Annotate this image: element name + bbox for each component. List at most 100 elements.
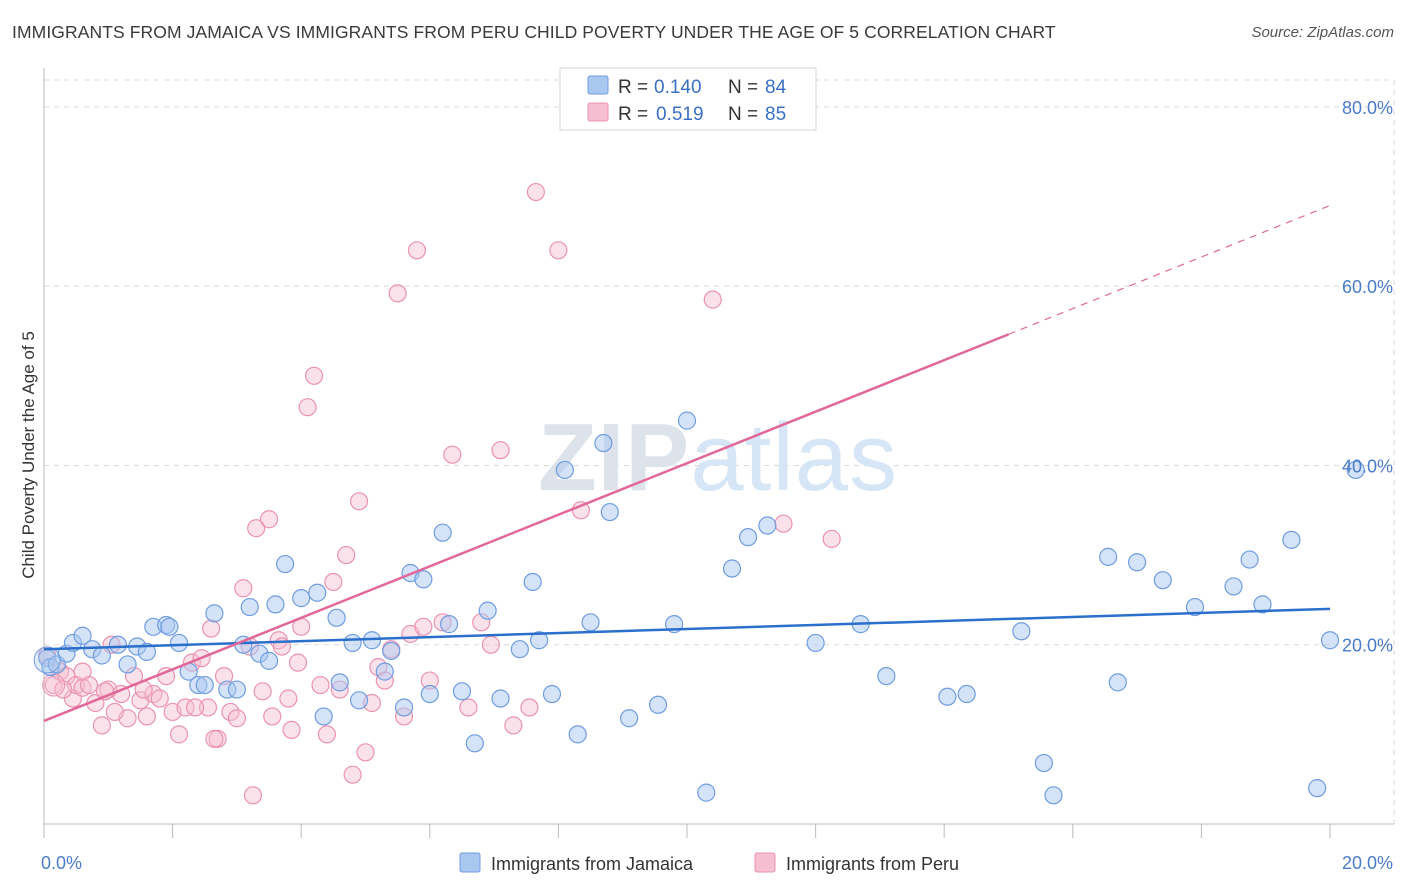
peru-point	[388, 284, 407, 303]
jamaica-point	[330, 673, 349, 692]
bottom-legend-label-peru: Immigrants from Peru	[786, 854, 959, 874]
jamaica-point	[160, 617, 179, 636]
jamaica-point	[1320, 631, 1340, 650]
jamaica-point	[266, 595, 285, 614]
peru-point	[324, 572, 343, 592]
peru-point	[227, 709, 246, 728]
jamaica-point	[1127, 553, 1147, 572]
jamaica-point	[1253, 595, 1272, 614]
chart-title: IMMIGRANTS FROM JAMAICA VS IMMIGRANTS FR…	[12, 22, 1056, 42]
peru-point	[491, 441, 510, 460]
jamaica-point	[240, 597, 259, 617]
jamaica-point	[375, 662, 394, 681]
y-tick-labels: 20.0% 40.0% 60.0% 80.0%	[1342, 98, 1393, 656]
peru-trend-line	[43, 333, 1009, 723]
jamaica-point	[439, 615, 459, 634]
jamaica-point	[491, 689, 510, 708]
jamaica-point	[1240, 550, 1259, 569]
peru-trend-extension	[1008, 204, 1331, 335]
peru-point	[549, 241, 568, 260]
legend-swatch-jamaica	[587, 75, 609, 95]
peru-point	[259, 510, 279, 529]
legend: R = 0.140 N = 84 R = 0.519 N = 85	[559, 67, 817, 131]
peru-point	[198, 698, 218, 717]
peru-point	[356, 743, 375, 762]
jamaica-point	[137, 642, 156, 661]
peru-point	[343, 765, 362, 784]
jamaica-point	[169, 633, 189, 653]
peru-point	[263, 707, 282, 726]
peru-point	[481, 635, 500, 654]
peru-point	[520, 698, 539, 717]
peru-point	[407, 241, 427, 260]
jamaica-point	[1012, 622, 1031, 641]
peru-point	[42, 673, 66, 697]
jamaica-point	[308, 583, 327, 602]
bottom-legend-swatch-peru	[754, 852, 776, 873]
peru-point	[349, 492, 369, 511]
peru-point	[459, 698, 478, 717]
jamaica-point	[1282, 530, 1301, 549]
peru-point	[176, 698, 195, 717]
jamaica-point	[530, 631, 549, 650]
peru-point	[526, 182, 545, 202]
jamaica-point	[382, 641, 401, 661]
peru-point	[73, 662, 92, 681]
jamaica-point	[523, 572, 542, 592]
jamaica-point	[1108, 673, 1127, 692]
jamaica-point	[758, 516, 777, 535]
jamaica-point	[620, 709, 639, 728]
peru-point	[317, 725, 337, 744]
legend-r-label-jamaica: R =	[618, 77, 648, 98]
jamaica-point	[957, 684, 976, 704]
jamaica-point	[259, 651, 279, 670]
y-tick-label: 40.0%	[1342, 456, 1393, 476]
peru-point	[774, 514, 793, 533]
jamaica-point	[1153, 571, 1172, 590]
jamaica-point	[542, 684, 562, 704]
jamaica-point	[1346, 460, 1365, 480]
jamaica-point	[327, 608, 346, 627]
jamaica-point	[581, 613, 600, 632]
jamaica-point	[394, 698, 414, 717]
jamaica-point	[1224, 577, 1243, 596]
jamaica-point	[806, 633, 825, 653]
jamaica-point	[276, 554, 295, 574]
jamaica-point	[33, 646, 61, 674]
jamaica-point	[195, 675, 214, 695]
legend-n-value-peru: 85	[765, 104, 786, 125]
y-tick-label: 60.0%	[1342, 277, 1393, 297]
legend-n-label-jamaica: N =	[728, 77, 758, 98]
peru-point	[253, 682, 272, 701]
jamaica-point	[738, 528, 758, 547]
legend-swatch-peru	[587, 102, 609, 122]
legend-r-label-peru: R =	[618, 104, 648, 125]
y-tick-label: 20.0%	[1342, 636, 1393, 656]
peru-point	[822, 529, 841, 549]
legend-n-value-jamaica: 84	[765, 77, 787, 98]
peru-point	[311, 675, 330, 695]
jamaica-point	[478, 601, 497, 620]
peru-point	[247, 519, 266, 538]
jamaica-point	[1099, 547, 1118, 566]
jamaica-point	[314, 707, 333, 726]
jamaica-point	[343, 633, 362, 653]
jamaica-point	[108, 635, 128, 654]
jamaica-point	[938, 687, 957, 706]
peru-point	[337, 545, 356, 565]
jamaica-point	[1185, 597, 1205, 617]
jamaica-point	[677, 411, 697, 430]
jamaica-point	[292, 589, 311, 608]
peru-point	[202, 619, 221, 638]
jamaica-point	[205, 604, 224, 623]
jamaica-point	[1308, 779, 1327, 798]
jamaica-point	[697, 783, 716, 802]
jamaica-point	[73, 626, 92, 645]
jamaica-trend-line	[43, 607, 1331, 651]
jamaica-point	[555, 460, 574, 480]
jamaica-point	[600, 502, 619, 522]
peru-point	[504, 716, 523, 735]
trend-lines	[43, 204, 1331, 723]
jamaica-point	[452, 682, 472, 701]
jamaica-point	[568, 725, 587, 744]
